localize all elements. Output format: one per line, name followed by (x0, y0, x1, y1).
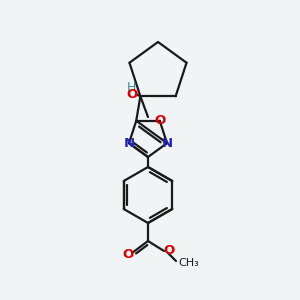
Text: N: N (161, 137, 172, 150)
Text: H: H (127, 81, 136, 94)
Text: CH₃: CH₃ (178, 258, 199, 268)
Text: O: O (154, 114, 165, 127)
Text: O: O (127, 88, 138, 101)
Text: O: O (122, 248, 134, 262)
Text: N: N (123, 137, 134, 150)
Text: O: O (164, 244, 175, 256)
